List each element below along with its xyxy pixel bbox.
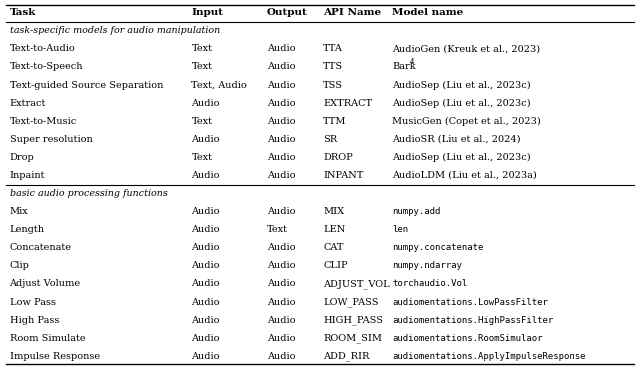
Text: basic audio processing functions: basic audio processing functions <box>10 189 167 198</box>
Text: Audio: Audio <box>191 207 220 216</box>
Text: Audio: Audio <box>267 44 295 54</box>
Text: Audio: Audio <box>267 99 295 108</box>
Text: torchaudio.Vol: torchaudio.Vol <box>392 279 467 289</box>
Text: ROOM_SIM: ROOM_SIM <box>323 333 382 343</box>
Text: ADD_RIR: ADD_RIR <box>323 351 369 361</box>
Text: audiomentations.LowPassFilter: audiomentations.LowPassFilter <box>392 297 548 307</box>
Text: Inpaint: Inpaint <box>10 171 45 180</box>
Text: Audio: Audio <box>267 117 295 126</box>
Text: Text: Text <box>191 62 212 72</box>
Text: Audio: Audio <box>191 352 220 361</box>
Text: Audio: Audio <box>191 135 220 144</box>
Text: TTM: TTM <box>323 117 347 126</box>
Text: Model name: Model name <box>392 8 463 17</box>
Text: Audio: Audio <box>191 297 220 307</box>
Text: Text-guided Source Separation: Text-guided Source Separation <box>10 80 163 90</box>
Text: Audio: Audio <box>267 135 295 144</box>
Text: Audio: Audio <box>191 279 220 289</box>
Text: TTS: TTS <box>323 62 343 72</box>
Text: TSS: TSS <box>323 80 343 90</box>
Text: Impulse Response: Impulse Response <box>10 352 100 361</box>
Text: Audio: Audio <box>191 243 220 252</box>
Text: numpy.ndarray: numpy.ndarray <box>392 261 462 270</box>
Text: Audio: Audio <box>267 171 295 180</box>
Text: MIX: MIX <box>323 207 344 216</box>
Text: Output: Output <box>267 8 307 17</box>
Text: Audio: Audio <box>267 261 295 270</box>
Text: EXTRACT: EXTRACT <box>323 99 372 108</box>
Text: Audio: Audio <box>267 80 295 90</box>
Text: Extract: Extract <box>10 99 46 108</box>
Text: Concatenate: Concatenate <box>10 243 72 252</box>
Text: len: len <box>392 225 408 234</box>
Text: AudioLDM (Liu et al., 2023a): AudioLDM (Liu et al., 2023a) <box>392 171 537 180</box>
Text: INPANT: INPANT <box>323 171 364 180</box>
Text: Low Pass: Low Pass <box>10 297 56 307</box>
Text: Text, Audio: Text, Audio <box>191 80 247 90</box>
Text: Audio: Audio <box>267 153 295 162</box>
Text: Audio: Audio <box>267 279 295 289</box>
Text: AudioSR (Liu et al., 2024): AudioSR (Liu et al., 2024) <box>392 135 520 144</box>
Text: AudioSep (Liu et al., 2023c): AudioSep (Liu et al., 2023c) <box>392 80 531 90</box>
Text: numpy.concatenate: numpy.concatenate <box>392 243 483 252</box>
Text: 4: 4 <box>410 58 414 66</box>
Text: numpy.add: numpy.add <box>392 207 440 216</box>
Text: Length: Length <box>10 225 45 234</box>
Text: Audio: Audio <box>267 297 295 307</box>
Text: CLIP: CLIP <box>323 261 348 270</box>
Text: LEN: LEN <box>323 225 346 234</box>
Text: Audio: Audio <box>191 315 220 325</box>
Text: Audio: Audio <box>191 171 220 180</box>
Text: Audio: Audio <box>191 261 220 270</box>
Text: Clip: Clip <box>10 261 29 270</box>
Text: CAT: CAT <box>323 243 344 252</box>
Text: Text: Text <box>267 225 288 234</box>
Text: task-specific models for audio manipulation: task-specific models for audio manipulat… <box>10 26 220 35</box>
Text: Text-to-Speech: Text-to-Speech <box>10 62 83 72</box>
Text: Text: Text <box>191 44 212 54</box>
Text: HIGH_PASS: HIGH_PASS <box>323 315 383 325</box>
Text: AudioGen (Kreuk et al., 2023): AudioGen (Kreuk et al., 2023) <box>392 44 540 54</box>
Text: Audio: Audio <box>191 334 220 343</box>
Text: AudioSep (Liu et al., 2023c): AudioSep (Liu et al., 2023c) <box>392 99 531 108</box>
Text: Drop: Drop <box>10 153 35 162</box>
Text: audiomentations.HighPassFilter: audiomentations.HighPassFilter <box>392 315 554 325</box>
Text: TTA: TTA <box>323 44 343 54</box>
Text: Room Simulate: Room Simulate <box>10 334 85 343</box>
Text: Audio: Audio <box>267 243 295 252</box>
Text: Adjust Volume: Adjust Volume <box>10 279 81 289</box>
Text: Audio: Audio <box>191 225 220 234</box>
Text: DROP: DROP <box>323 153 353 162</box>
Text: Audio: Audio <box>191 99 220 108</box>
Text: High Pass: High Pass <box>10 315 59 325</box>
Text: Text: Text <box>191 117 212 126</box>
Text: Audio: Audio <box>267 207 295 216</box>
Text: SR: SR <box>323 135 337 144</box>
Text: Mix: Mix <box>10 207 28 216</box>
Text: Audio: Audio <box>267 62 295 72</box>
Text: Audio: Audio <box>267 352 295 361</box>
Text: Input: Input <box>191 8 223 17</box>
Text: Text-to-Audio: Text-to-Audio <box>10 44 76 54</box>
Text: API Name: API Name <box>323 8 381 17</box>
Text: Audio: Audio <box>267 334 295 343</box>
Text: audiomentations.RoomSimulaor: audiomentations.RoomSimulaor <box>392 334 543 343</box>
Text: audiomentations.ApplyImpulseResponse: audiomentations.ApplyImpulseResponse <box>392 352 586 361</box>
Text: Super resolution: Super resolution <box>10 135 92 144</box>
Text: Task: Task <box>10 8 36 17</box>
Text: AudioSep (Liu et al., 2023c): AudioSep (Liu et al., 2023c) <box>392 153 531 162</box>
Text: LOW_PASS: LOW_PASS <box>323 297 379 307</box>
Text: Text-to-Music: Text-to-Music <box>10 117 77 126</box>
Text: Text: Text <box>191 153 212 162</box>
Text: Bark: Bark <box>392 62 416 72</box>
Text: Audio: Audio <box>267 315 295 325</box>
Text: MusicGen (Copet et al., 2023): MusicGen (Copet et al., 2023) <box>392 117 541 126</box>
Text: ADJUST_VOL: ADJUST_VOL <box>323 279 390 289</box>
